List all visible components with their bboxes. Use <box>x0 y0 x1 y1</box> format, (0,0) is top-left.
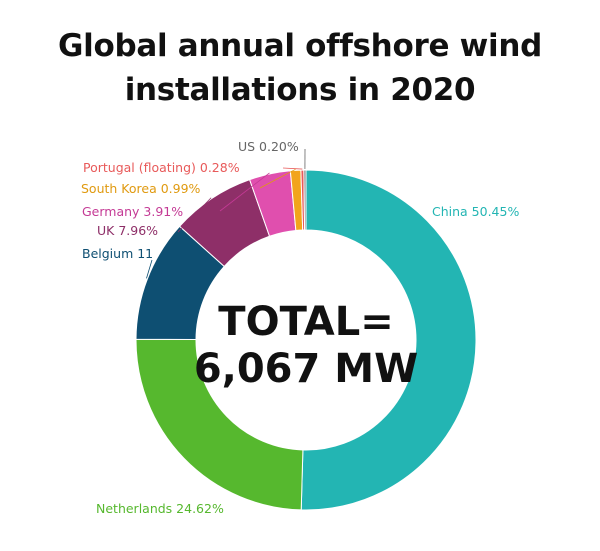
label-leader-lines <box>146 148 306 279</box>
center-total-value: 6,067 MW <box>194 346 418 392</box>
slice-label-uk: UK 7.96% <box>97 223 158 238</box>
slice-netherlands <box>135 338 304 511</box>
leader-line-portugal-floating <box>282 167 303 170</box>
slice-label-portugal-floating: Portugal (floating) 0.28% <box>83 160 240 175</box>
slice-china <box>300 169 477 511</box>
leader-line-south-korea <box>259 168 296 189</box>
center-total-label: TOTAL= <box>218 299 393 345</box>
chart-title-line-1: Global annual offshore wind <box>58 28 542 64</box>
slice-label-south-korea: South Korea 0.99% <box>81 181 201 196</box>
slice-label-netherlands: Netherlands 24.62% <box>96 501 224 516</box>
chart-title: Global annual offshore wind installation… <box>0 24 600 112</box>
chart-title-line-2: installations in 2020 <box>124 72 476 108</box>
leader-line-uk <box>177 197 212 233</box>
slice-label-germany: Germany 3.91% <box>82 204 183 219</box>
leader-line-germany <box>219 172 270 212</box>
leader-line-belgium <box>146 259 153 279</box>
slice-label-us: US 0.20% <box>238 139 299 154</box>
slice-label-china: China 50.45% <box>432 204 519 219</box>
slice-labels: China 50.45% Netherlands 24.62% Belgium 11… <box>81 139 519 516</box>
donut-slices <box>135 169 477 511</box>
slice-us <box>303 169 307 231</box>
slice-label-belgium: Belgium 11 <box>82 246 153 261</box>
